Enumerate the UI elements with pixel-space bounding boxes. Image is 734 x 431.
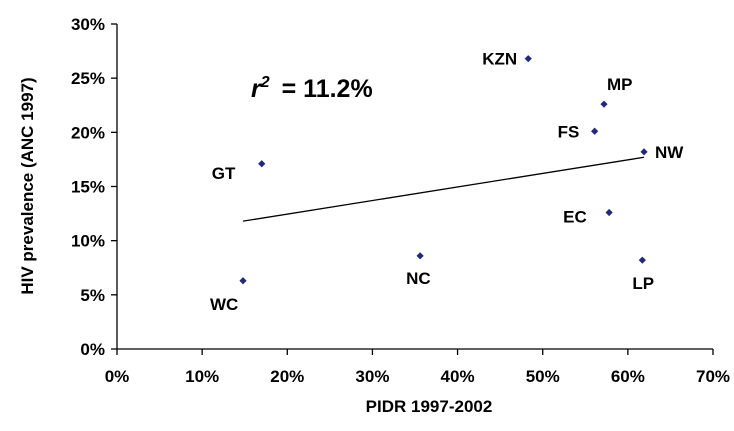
data-point [524,55,532,63]
r-symbol: r [251,75,262,103]
point-label: WC [210,295,238,314]
y-tick-label: 30% [71,15,105,34]
point-label: EC [563,208,587,227]
data-point [239,277,247,285]
x-tick-label: 50% [526,367,560,386]
data-point [640,148,648,156]
x-tick-label: 20% [270,367,304,386]
data-point [591,127,599,135]
r-squared-annotation: r2 = 11.2% [251,74,373,103]
data-points [239,55,648,285]
x-tick-label: 0% [105,367,130,386]
x-tick-label: 60% [611,367,645,386]
point-label: GT [212,164,236,183]
x-tick-label: 70% [696,367,730,386]
r-value: = 11.2% [282,75,373,103]
y-axis: 0% 5% 10% 15% 20% 25% 30% [71,15,117,359]
y-tick-label: 25% [71,69,105,88]
r-exponent: 2 [260,74,270,91]
y-tick-label: 20% [71,123,105,142]
y-tick-label: 5% [80,286,105,305]
x-axis-title: PIDR 1997-2002 [366,397,493,416]
data-point [605,208,613,217]
x-tick-label: 40% [441,367,475,386]
plot-area [116,24,713,350]
point-label: KZN [482,50,517,69]
trendline [242,156,645,222]
data-point [638,256,646,264]
y-tick-label: 0% [80,340,105,359]
data-point [600,100,608,108]
point-labels: KZN MP FS NW GT EC NC LP WC [210,50,684,314]
point-label: LP [632,274,654,293]
y-tick-label: 10% [71,232,105,251]
point-label: MP [607,75,633,94]
point-label: FS [558,122,580,141]
x-axis: 0% 10% 20% 30% 40% 50% 60% 70% [105,349,730,386]
y-tick-label: 15% [71,178,105,197]
x-tick-label: 10% [185,367,219,386]
point-label: NC [406,269,431,288]
data-point [258,160,266,168]
y-axis-title: HIV prevalence (ANC 1997) [18,77,37,294]
data-point [416,252,424,260]
point-label: NW [655,143,684,162]
x-tick-label: 30% [355,367,389,386]
